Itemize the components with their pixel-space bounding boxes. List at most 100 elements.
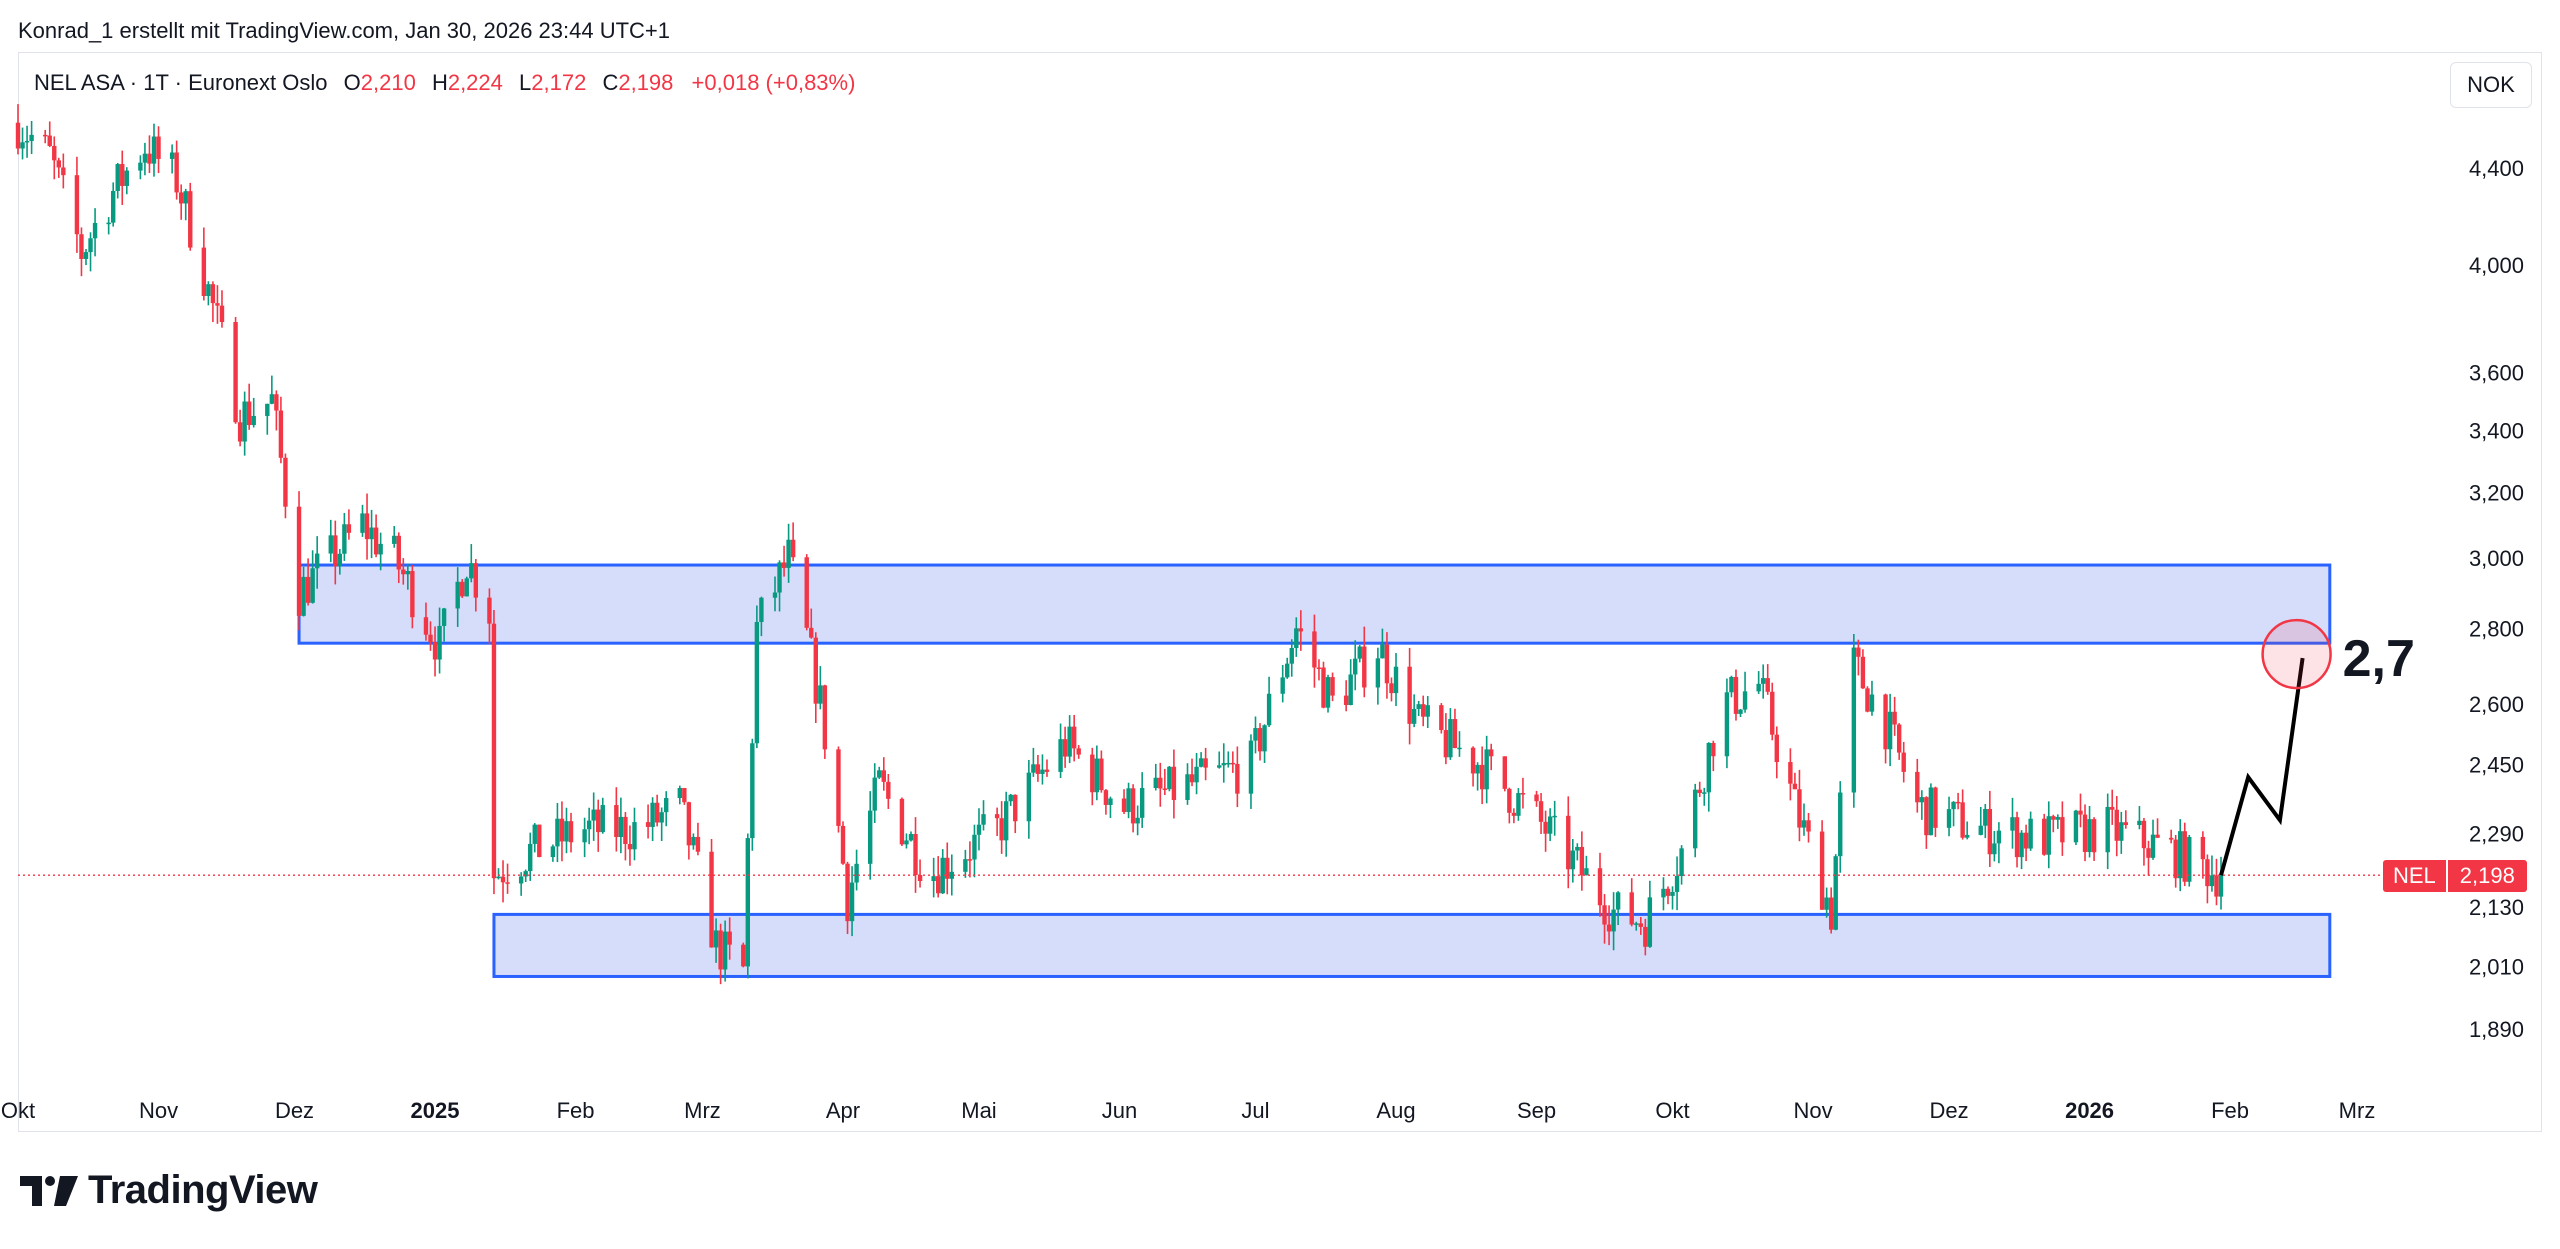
- candle-body-283: [1806, 820, 1811, 832]
- candle-body-68: [441, 608, 447, 626]
- candle-body-134: [867, 810, 873, 864]
- target-label: 2,7: [2343, 630, 2415, 688]
- candle-body-330: [2110, 806, 2115, 810]
- candle-body-170: [1094, 758, 1100, 793]
- candle-body-172: [1103, 790, 1109, 805]
- candle-body-90: [586, 820, 592, 830]
- candle-body-169: [1090, 754, 1095, 793]
- y-tick-label-8: 2,450: [2469, 753, 2524, 778]
- y-tick-label-10: 2,130: [2469, 895, 2524, 920]
- candle-body-93: [600, 805, 605, 833]
- candle-body-4: [42, 134, 48, 137]
- candle-body-185: [1189, 774, 1195, 783]
- candle-body-310: [1983, 808, 1988, 826]
- candle-body-237: [1516, 793, 1521, 816]
- candle-body-233: [1489, 749, 1494, 757]
- candle-body-96: [623, 816, 628, 844]
- candle-body-204: [1312, 631, 1317, 668]
- candle-body-343: [2187, 836, 2192, 882]
- candle-body-258: [1647, 897, 1653, 947]
- candle-body-82: [532, 824, 537, 844]
- candle-body-227: [1452, 719, 1458, 749]
- candle-body-166: [1067, 726, 1072, 757]
- candle-body-123: [790, 539, 796, 558]
- currency-button[interactable]: NOK: [2450, 62, 2532, 108]
- candle-body-212: [1357, 646, 1362, 659]
- candle-body-200: [1285, 663, 1290, 678]
- candle-body-327: [2087, 819, 2092, 853]
- candle-body-62: [405, 571, 411, 575]
- candle-body-257: [1643, 926, 1648, 947]
- y-tick-label-7: 2,600: [2469, 692, 2524, 717]
- candle-body-44: [296, 506, 302, 616]
- candle-body-197: [1262, 725, 1267, 752]
- candle-body-295: [1887, 711, 1893, 750]
- candle-body-139: [899, 798, 905, 845]
- candle-body-119: [772, 592, 778, 598]
- candle-body-165: [1062, 739, 1068, 757]
- candle-body-59: [392, 535, 397, 544]
- candle-body-73: [473, 563, 479, 598]
- candle-body-205: [1316, 667, 1322, 669]
- candle-body-206: [1321, 667, 1326, 708]
- candle-body-174: [1121, 798, 1127, 812]
- candle-body-309: [1978, 825, 1983, 835]
- candle-body-230: [1475, 764, 1480, 774]
- candle-body-104: [677, 787, 683, 799]
- candle-body-286: [1828, 897, 1834, 930]
- candle-body-291: [1860, 656, 1866, 689]
- candle-body-280: [1792, 783, 1798, 790]
- candle-body-76: [496, 876, 501, 879]
- candle-body-140: [904, 840, 909, 845]
- candle-body-278: [1774, 734, 1779, 763]
- candle-body-232: [1484, 749, 1489, 790]
- candle-body-306: [1955, 801, 1961, 804]
- candle-body-239: [1534, 794, 1539, 802]
- legend-high-value: 2,224: [447, 70, 503, 95]
- x-tick-label-14: Dez: [1929, 1098, 1968, 1123]
- candle-body-290: [1856, 647, 1861, 657]
- candle-body-196: [1257, 728, 1263, 752]
- candle-body-234: [1502, 756, 1508, 789]
- candle-body-176: [1130, 788, 1136, 824]
- candle-body-208: [1330, 677, 1335, 696]
- candle-body-0: [15, 122, 21, 149]
- candle-body-321: [2051, 816, 2056, 820]
- legend-sep-1: ·: [123, 70, 144, 95]
- candle-body-156: [1003, 801, 1009, 841]
- candle-body-219: [1407, 666, 1412, 724]
- tradingview-logo[interactable]: TradingView: [20, 1168, 318, 1213]
- candle-body-83: [537, 824, 542, 858]
- candle-body-133: [854, 863, 859, 883]
- x-tick-label-15: 2026: [2065, 1098, 2114, 1123]
- candle-body-109: [709, 851, 714, 948]
- x-tick-label-0: Okt: [1, 1098, 35, 1123]
- candle-body-319: [2042, 818, 2047, 855]
- x-tick-label-1: Nov: [139, 1098, 178, 1123]
- candle-body-78: [505, 882, 510, 884]
- candle-body-268: [1711, 742, 1716, 757]
- candle-body-249: [1597, 868, 1603, 906]
- candle-body-11: [83, 252, 89, 259]
- candle-body-31: [210, 284, 216, 304]
- candle-body-37: [246, 401, 252, 426]
- candle-body-127: [818, 685, 823, 704]
- candle-body-323: [2060, 817, 2065, 843]
- candle-body-99: [645, 822, 651, 827]
- candle-body-266: [1702, 792, 1707, 794]
- candle-body-124: [804, 557, 809, 628]
- legend-low-label: L: [519, 70, 532, 95]
- candle-body-211: [1353, 658, 1358, 675]
- candle-body-18: [124, 170, 129, 186]
- candle-body-189: [1217, 765, 1222, 768]
- last-price-tag: NEL 2,198: [2383, 860, 2527, 892]
- candle-body-335: [2141, 820, 2147, 849]
- candle-body-274: [1756, 683, 1761, 692]
- candle-body-284: [1819, 831, 1825, 910]
- candle-body-294: [1883, 694, 1888, 750]
- candle-body-125: [809, 627, 814, 638]
- candle-body-95: [618, 816, 624, 837]
- candle-body-329: [2105, 806, 2110, 853]
- candle-body-348: [2218, 875, 2224, 897]
